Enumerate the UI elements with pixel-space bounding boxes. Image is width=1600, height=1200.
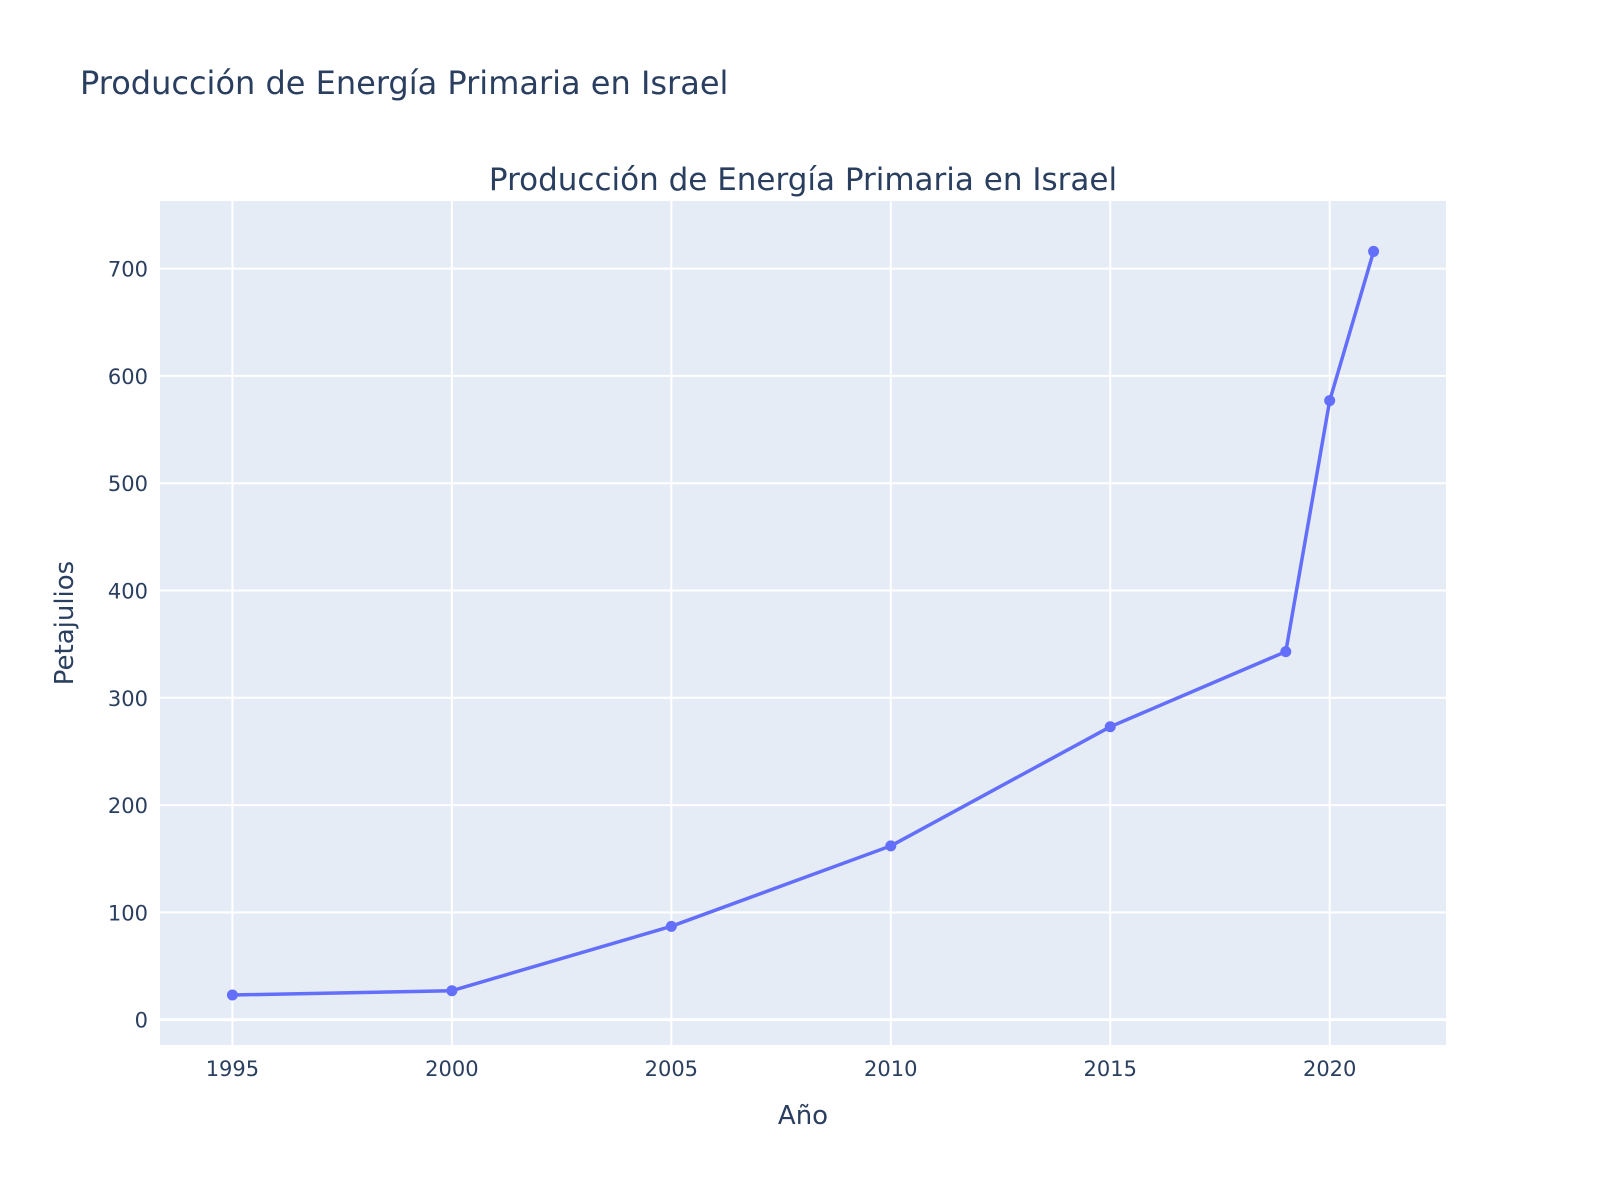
- x-axis-title: Año: [778, 1101, 828, 1131]
- x-tick-label: 2000: [425, 1057, 478, 1081]
- grid-lines: [160, 201, 1446, 1045]
- data-point[interactable]: [885, 840, 897, 852]
- chart-title: Producción de Energía Primaria en Israel: [489, 162, 1117, 198]
- y-tick-label: 600: [108, 365, 148, 389]
- y-axis-title: Petajulios: [50, 561, 80, 685]
- y-tick-label: 300: [108, 687, 148, 711]
- page-title: Producción de Energía Primaria en Israel: [80, 64, 729, 102]
- y-tick-label: 100: [108, 901, 148, 925]
- data-point[interactable]: [1368, 245, 1380, 257]
- y-tick-label: 400: [108, 579, 148, 603]
- series-layer: [226, 245, 1380, 1001]
- data-point[interactable]: [1324, 395, 1336, 407]
- data-point[interactable]: [1104, 721, 1116, 733]
- data-point[interactable]: [1280, 646, 1292, 658]
- series-line: [232, 250, 1376, 997]
- plot-area: [160, 201, 1446, 1045]
- x-tick-label: 1995: [206, 1057, 259, 1081]
- data-point[interactable]: [226, 989, 238, 1001]
- x-tick-label: 2020: [1303, 1057, 1356, 1081]
- x-tick-label: 2015: [1084, 1057, 1137, 1081]
- x-tick-label: 2005: [645, 1057, 698, 1081]
- y-tick-label: 700: [108, 258, 148, 282]
- y-tick-label: 200: [108, 794, 148, 818]
- y-tick-label: 0: [135, 1009, 148, 1033]
- data-point[interactable]: [446, 985, 458, 997]
- data-point[interactable]: [665, 920, 677, 932]
- tick-labels: 1995 2000 2005 2010 2015 2020 0 100 200 300 400 500…: [108, 258, 1357, 1081]
- x-tick-label: 2010: [864, 1057, 917, 1081]
- y-tick-label: 500: [108, 472, 148, 496]
